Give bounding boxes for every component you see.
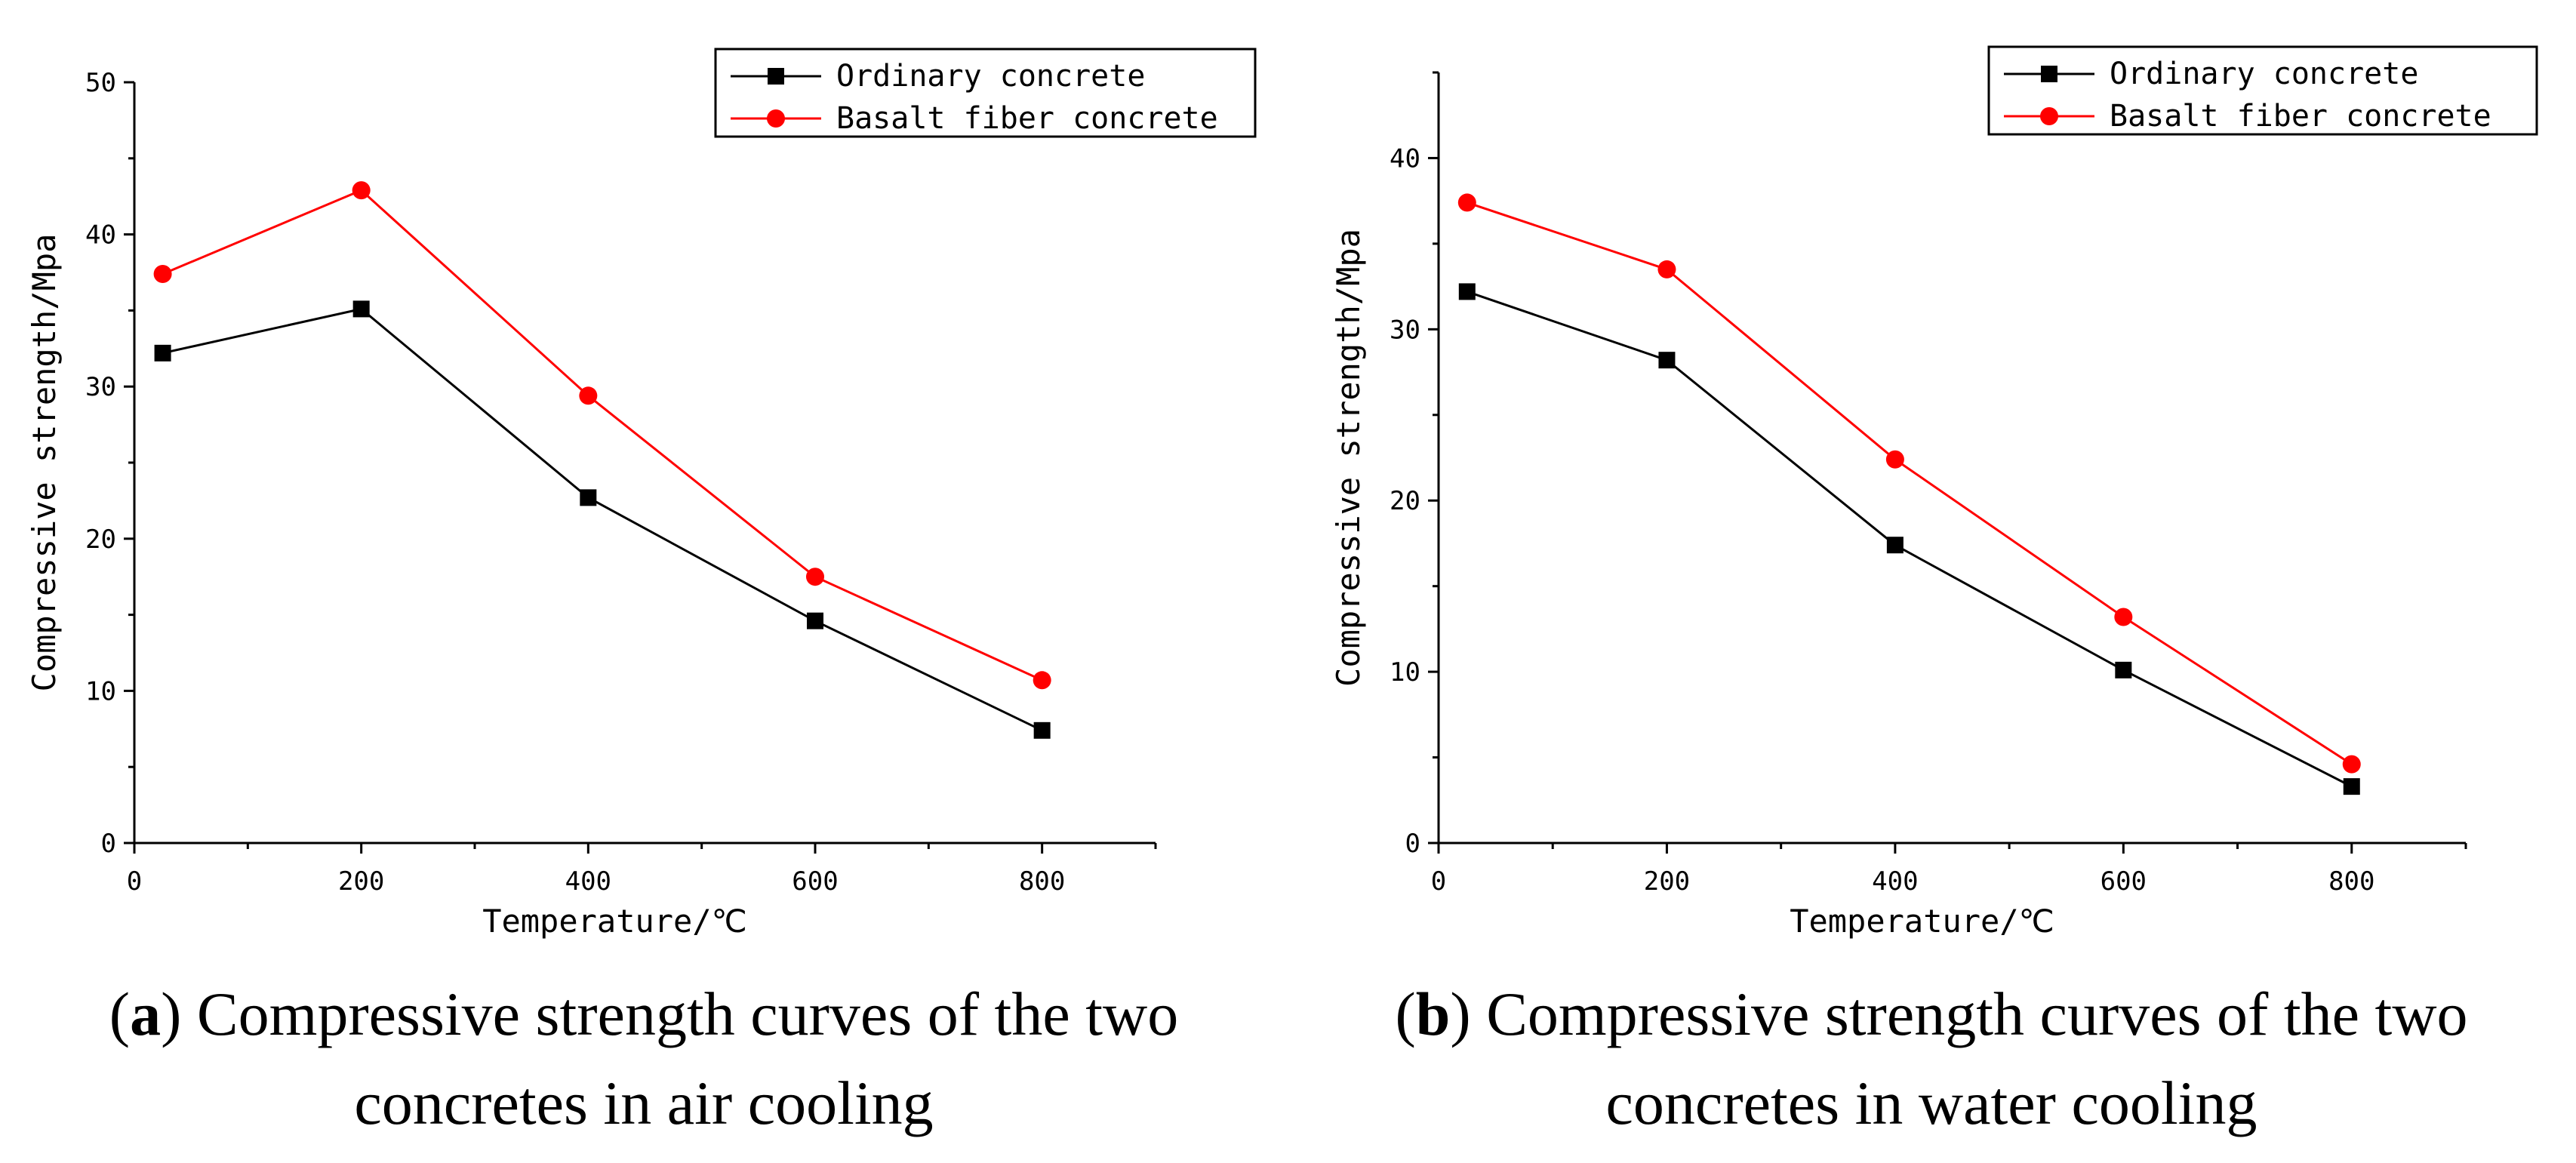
chart-b-x-tick-label: 400 xyxy=(1872,866,1918,897)
chart-a-x-tick-label: 200 xyxy=(338,866,384,897)
chart-a-legend-marker-0 xyxy=(768,68,784,85)
chart-b-series-1-point xyxy=(1885,450,1904,469)
chart-b-x-tick-label: 200 xyxy=(1644,866,1690,897)
chart-a-series-0-point xyxy=(154,344,171,362)
chart-a-x-tick-label: 400 xyxy=(565,866,611,897)
chart-a-x-tick-label: 0 xyxy=(127,866,142,897)
chart-a-series-0-point xyxy=(580,489,597,506)
chart-a-legend-label-1: Basalt fiber concrete xyxy=(836,101,1218,136)
chart-a: 0 200 400 600 800 0 10 20 30 40 50 Temperature/℃ Com… xyxy=(26,48,1257,940)
chart-a-y-tick-label: 20 xyxy=(85,525,116,555)
chart-b-series-0-point xyxy=(1886,537,1904,554)
panel-b: 0 200 400 600 800 0 10 20 30 40 Temperature/℃ Compr… xyxy=(1288,0,2575,1163)
chart-b-legend-label-0: Ordinary concrete xyxy=(2110,57,2418,91)
chart-a-series-0-point xyxy=(352,300,370,318)
chart-a-y-tick-label: 10 xyxy=(85,676,116,706)
chart-a-legend-marker-1 xyxy=(767,109,785,128)
chart-a-series-0-point xyxy=(807,612,823,629)
chart-b-legend-marker-0 xyxy=(2041,66,2057,82)
chart-a-series-0-line xyxy=(162,307,1043,732)
chart-a-legend-box xyxy=(714,48,1257,138)
caption-b-letter: b xyxy=(1415,980,1451,1048)
caption-b: (b) Compressive strength curves of the t… xyxy=(1395,980,2468,1137)
chart-b-series-1-point xyxy=(2114,608,2133,626)
caption-a-letter: a xyxy=(130,980,162,1048)
chart-b-x-tick-label: 0 xyxy=(1431,866,1446,897)
chart-a-series-1-point xyxy=(352,181,371,200)
chart-b-legend-marker-1 xyxy=(2040,107,2058,125)
chart-b-series-0-line xyxy=(1467,290,2353,788)
chart-b-x-tick-label: 600 xyxy=(2101,866,2147,897)
chart-a-y-tick-label: 0 xyxy=(101,829,116,859)
chart-b-series-0-point xyxy=(2115,661,2132,678)
chart-a-series-1-point xyxy=(806,568,824,586)
chart-a-series-1-line xyxy=(162,189,1043,681)
chart-a-y-tick-label: 30 xyxy=(85,372,116,402)
chart-a-series-1-point xyxy=(579,386,598,405)
chart-a-x-tick-label: 800 xyxy=(1019,866,1065,897)
chart-b-x-tick-label: 800 xyxy=(2328,866,2374,897)
chart-b-series-1-point xyxy=(2342,755,2361,774)
chart-a-y-axis-label: Compressive strength/Mpa xyxy=(26,234,63,692)
chart-a-y-tick-label: 50 xyxy=(85,68,116,98)
chart-b-y-tick-label: 10 xyxy=(1390,657,1420,688)
chart-a-legend-label-0: Ordinary concrete xyxy=(836,59,1145,94)
chart-a-x-tick-label: 600 xyxy=(792,866,838,897)
caption-a-text: Compressive strength curves of the two c… xyxy=(196,980,1179,1137)
caption-b-text: Compressive strength curves of the two c… xyxy=(1486,980,2468,1137)
chart-a-series-0-point xyxy=(1033,721,1051,739)
chart-b-series-1-point xyxy=(1457,193,1476,212)
chart-b-legend-box xyxy=(1987,45,2538,136)
chart-b-y-tick-label: 0 xyxy=(1405,829,1420,859)
chart-a-y-tick-label: 40 xyxy=(85,220,116,251)
chart-a-series-1-point xyxy=(153,265,172,284)
chart-b-series-1-point xyxy=(1657,260,1676,278)
chart-b-x-axis-label: Temperature/℃ xyxy=(1790,903,2054,940)
chart-b-legend-label-1: Basalt fiber concrete xyxy=(2110,99,2491,134)
chart-b-series-0-point xyxy=(1658,352,1676,369)
chart-b-series-0-point xyxy=(1458,283,1476,300)
caption-a: (a) Compressive strength curves of the t… xyxy=(109,980,1179,1137)
chart-b-y-tick-label: 20 xyxy=(1390,486,1420,516)
chart-b-y-axis-label: Compressive strength/Mpa xyxy=(1330,229,1367,687)
chart-b-y-tick-label: 40 xyxy=(1390,143,1420,174)
chart-b-series-0-point xyxy=(2343,778,2360,795)
chart-b-series-1-line xyxy=(1467,202,2353,765)
chart-b-y-tick-label: 30 xyxy=(1390,315,1420,345)
chart-b: 0 200 400 600 800 0 10 20 30 40 Temperature/℃ Compr… xyxy=(1330,45,2538,940)
chart-a-x-axis-label: Temperature/℃ xyxy=(482,903,747,940)
chart-a-series-1-point xyxy=(1033,671,1051,690)
panel-a: 0 200 400 600 800 0 10 20 30 40 50 Temperature/℃ Com… xyxy=(26,48,1257,1137)
